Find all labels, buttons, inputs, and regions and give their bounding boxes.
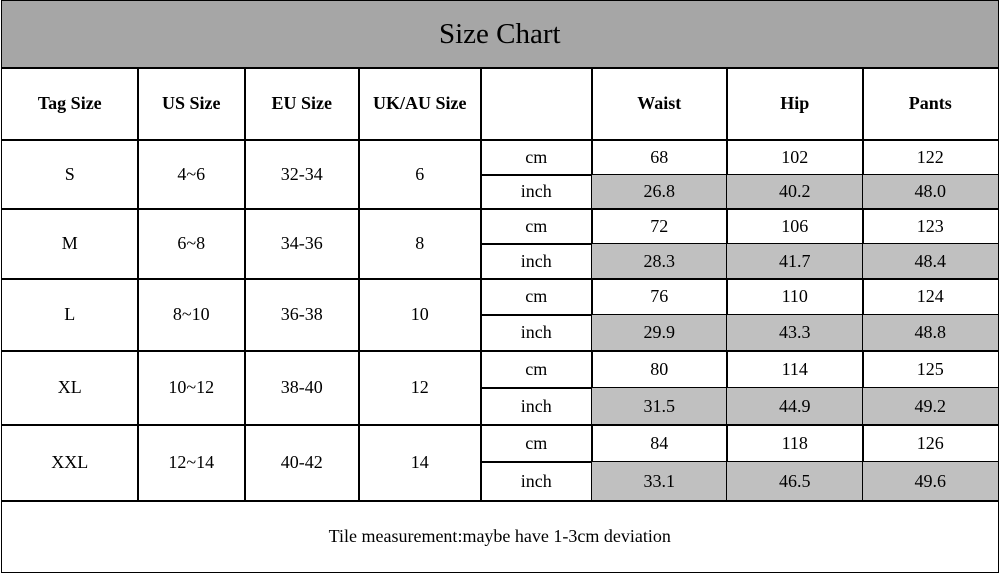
column-header: Waist (591, 67, 728, 141)
unit-cell: cm (480, 208, 593, 245)
measure-cell: 76 (591, 278, 728, 316)
measure-cell: 29.9 (591, 314, 728, 352)
measure-cell: 80 (591, 350, 728, 389)
measure-cell: 31.5 (591, 387, 728, 426)
measure-cell: 26.8 (591, 174, 728, 210)
unit-header (480, 67, 593, 141)
measure-cell: 33.1 (591, 461, 728, 502)
measure-cell: 122 (862, 139, 999, 176)
measure-cell: 49.6 (862, 461, 999, 502)
measure-cell: 48.0 (862, 174, 999, 210)
size-cell: 8 (358, 208, 482, 280)
column-header: Tag Size (1, 67, 139, 141)
unit-cell: cm (480, 278, 593, 316)
size-cell: 38-40 (244, 350, 360, 426)
size-cell: 10 (358, 278, 482, 352)
size-cell: 12~14 (137, 424, 246, 502)
column-header: Hip (726, 67, 864, 141)
measure-cell: 123 (862, 208, 999, 245)
measure-cell: 41.7 (726, 243, 864, 280)
unit-cell: inch (480, 387, 593, 426)
column-header: EU Size (244, 67, 360, 141)
size-cell: 6~8 (137, 208, 246, 280)
size-cell: S (1, 139, 139, 210)
size-cell: 4~6 (137, 139, 246, 210)
measure-cell: 48.8 (862, 314, 999, 352)
measure-cell: 102 (726, 139, 864, 176)
unit-cell: inch (480, 174, 593, 210)
measure-cell: 40.2 (726, 174, 864, 210)
measure-cell: 46.5 (726, 461, 864, 502)
column-header: US Size (137, 67, 246, 141)
measure-cell: 84 (591, 424, 728, 463)
unit-cell: cm (480, 350, 593, 389)
measure-cell: 49.2 (862, 387, 999, 426)
size-cell: 36-38 (244, 278, 360, 352)
title: Size Chart (1, 0, 999, 69)
size-cell: 14 (358, 424, 482, 502)
size-cell: L (1, 278, 139, 352)
measure-cell: 72 (591, 208, 728, 245)
unit-cell: inch (480, 243, 593, 280)
measure-cell: 124 (862, 278, 999, 316)
footer-note: Tile measurement:maybe have 1-3cm deviat… (1, 500, 999, 573)
size-cell: XL (1, 350, 139, 426)
unit-cell: inch (480, 314, 593, 352)
size-cell: 10~12 (137, 350, 246, 426)
unit-cell: cm (480, 424, 593, 463)
measure-cell: 106 (726, 208, 864, 245)
column-header: Pants (862, 67, 999, 141)
measure-cell: 125 (862, 350, 999, 389)
measure-cell: 68 (591, 139, 728, 176)
measure-cell: 43.3 (726, 314, 864, 352)
size-cell: XXL (1, 424, 139, 502)
size-cell: 12 (358, 350, 482, 426)
unit-cell: inch (480, 461, 593, 502)
measure-cell: 48.4 (862, 243, 999, 280)
measure-cell: 114 (726, 350, 864, 389)
size-cell: 40-42 (244, 424, 360, 502)
measure-cell: 28.3 (591, 243, 728, 280)
size-cell: 6 (358, 139, 482, 210)
column-header: UK/AU Size (358, 67, 482, 141)
size-cell: 8~10 (137, 278, 246, 352)
size-cell: 34-36 (244, 208, 360, 280)
unit-cell: cm (480, 139, 593, 176)
measure-cell: 118 (726, 424, 864, 463)
measure-cell: 44.9 (726, 387, 864, 426)
measure-cell: 126 (862, 424, 999, 463)
size-cell: M (1, 208, 139, 280)
size-cell: 32-34 (244, 139, 360, 210)
measure-cell: 110 (726, 278, 864, 316)
